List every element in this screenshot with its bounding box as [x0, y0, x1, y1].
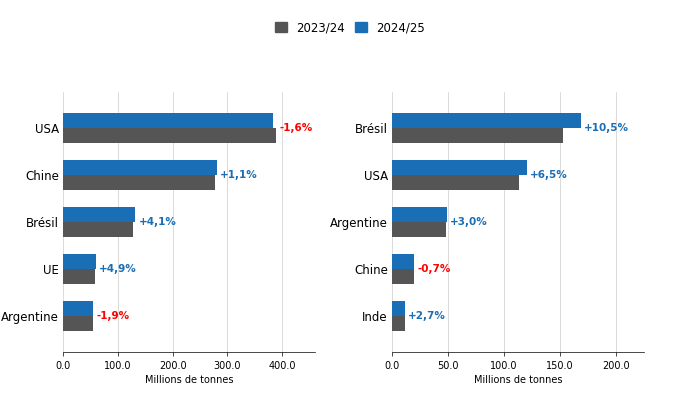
Bar: [392, 160, 527, 175]
X-axis label: Millions de tonnes: Millions de tonnes: [145, 375, 233, 385]
Bar: [63, 254, 97, 269]
Bar: [63, 222, 132, 237]
Text: -1,6%: -1,6%: [279, 123, 313, 133]
Bar: [63, 207, 135, 222]
Bar: [63, 128, 276, 143]
Text: +3,0%: +3,0%: [450, 217, 488, 227]
Bar: [392, 269, 414, 284]
Text: -1,9%: -1,9%: [96, 311, 130, 321]
Bar: [63, 316, 93, 331]
Text: +4,9%: +4,9%: [99, 264, 137, 274]
Text: +6,5%: +6,5%: [530, 170, 568, 180]
Bar: [392, 128, 564, 143]
Bar: [392, 222, 446, 237]
Bar: [63, 113, 273, 128]
Text: +4,1%: +4,1%: [139, 217, 176, 227]
Bar: [392, 113, 581, 128]
Bar: [63, 175, 215, 190]
Legend: 2023/24, 2024/25: 2023/24, 2024/25: [272, 18, 428, 38]
Bar: [63, 269, 94, 284]
Bar: [392, 175, 519, 190]
Text: +1,1%: +1,1%: [220, 170, 258, 180]
X-axis label: Millions de tonnes: Millions de tonnes: [474, 375, 562, 385]
Bar: [63, 301, 92, 316]
Bar: [63, 160, 216, 175]
Bar: [392, 254, 414, 269]
Bar: [392, 316, 405, 331]
Text: +10,5%: +10,5%: [584, 123, 629, 133]
Bar: [392, 301, 405, 316]
Text: +2,7%: +2,7%: [408, 311, 446, 321]
Text: -0,7%: -0,7%: [417, 264, 451, 274]
Bar: [392, 207, 447, 222]
